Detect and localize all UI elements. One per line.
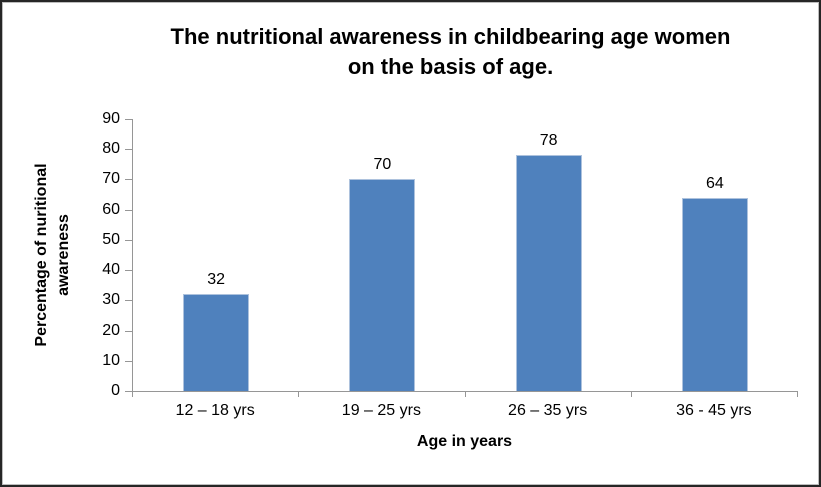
y-tick: [125, 149, 132, 151]
y-tick-label: 40: [102, 261, 120, 279]
y-tick-label: 60: [102, 200, 120, 218]
y-tick-label: 70: [102, 170, 120, 188]
x-tick: [797, 392, 798, 397]
y-tick-label: 20: [102, 321, 120, 339]
y-tick-label: 10: [102, 351, 120, 369]
x-axis-title: Age in years: [416, 433, 513, 450]
y-tick: [125, 119, 132, 120]
y-tick-labels: 0 10 20 30 40 50 60 70 80 90: [60, 110, 120, 399]
x-tick: [132, 392, 133, 397]
bar: [349, 179, 416, 391]
y-tick: [125, 391, 132, 392]
y-tick-label: 50: [102, 230, 120, 248]
chart-title: The nutritional awareness in childbearin…: [92, 22, 809, 81]
y-tick-label: 90: [102, 110, 120, 127]
x-tick: [464, 392, 466, 397]
x-tick: [630, 392, 632, 397]
category-label: 12 – 18 yrs: [175, 402, 255, 419]
y-tick: [125, 270, 132, 272]
bar: [183, 294, 250, 391]
y-tick-label: 0: [111, 382, 120, 399]
category-label: 26 – 35 yrs: [508, 402, 588, 419]
y-tick-label: 80: [102, 140, 120, 158]
chart-title-text: The nutritional awareness in childbearin…: [170, 24, 731, 79]
y-tick: [125, 209, 132, 211]
x-tick: [298, 392, 300, 397]
bar-value-label: 64: [705, 174, 724, 192]
x-category-labels: 12 – 18 yrs 19 – 25 yrs 26 – 35 yrs 36 - 45…: [132, 401, 797, 421]
category-label: 19 – 25 yrs: [341, 402, 421, 419]
y-tick-label: 30: [102, 291, 120, 309]
bar: [515, 155, 582, 391]
bar-value-label: 70: [373, 156, 392, 174]
bar: [681, 197, 748, 391]
y-tick: [125, 330, 132, 332]
y-tick: [125, 239, 132, 241]
bar-value-label: 78: [539, 132, 558, 150]
plot-area: 32 70 78 64: [132, 119, 798, 392]
y-tick: [125, 179, 132, 181]
category-label: 36 - 45 yrs: [676, 402, 752, 419]
y-tick: [125, 300, 132, 302]
y-tick: [125, 360, 132, 362]
bar-value-label: 32: [207, 271, 226, 289]
